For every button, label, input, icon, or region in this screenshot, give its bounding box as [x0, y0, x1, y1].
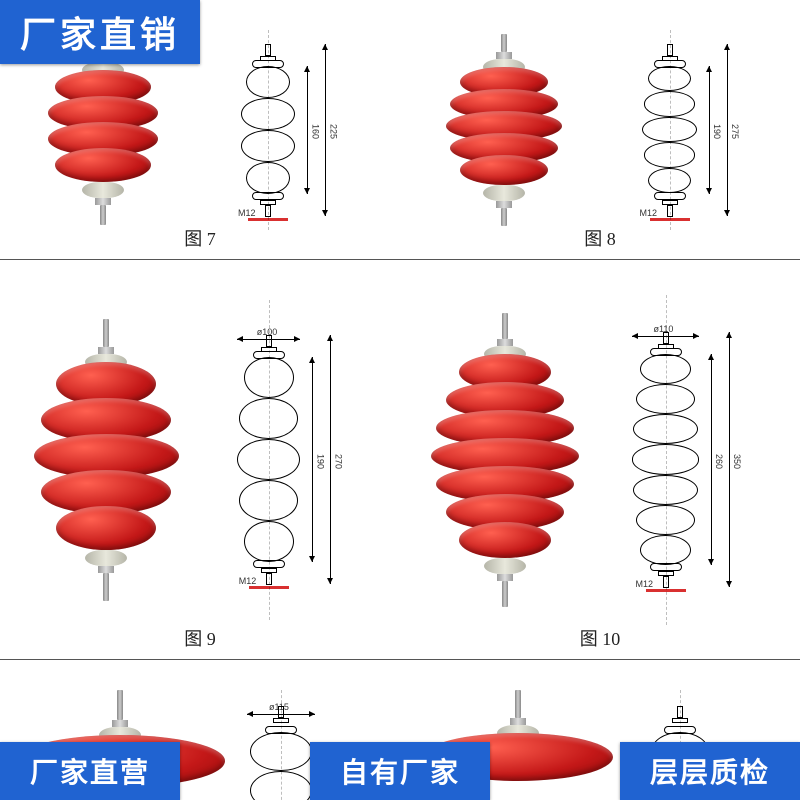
drawing-fig8: M12190275: [624, 30, 754, 230]
drawing-fig9: ø100M12190270: [216, 300, 366, 620]
product-grid: M12160225 图 7 M12190275 图 8 ø100M1219027…: [0, 0, 800, 800]
cell-fig8: M12190275 图 8: [400, 0, 800, 260]
badge-own-factory: 自有厂家: [310, 742, 490, 800]
drawing-fig10: ø110M12260350: [610, 295, 770, 625]
caption-fig8: 图 8: [584, 225, 616, 251]
cell-fig10: ø110M12260350 图 10: [400, 260, 800, 660]
caption-fig7: 图 7: [184, 225, 216, 251]
cell-fig9: ø100M12190270 图 9: [0, 260, 400, 660]
badge-factory-direct: 厂家直销: [0, 0, 200, 64]
badge-factory-operated: 厂家直营: [0, 742, 180, 800]
badge-qc: 层层质检: [620, 742, 800, 800]
drawing-fig7: M12160225: [223, 30, 353, 230]
caption-fig10: 图 10: [580, 625, 621, 651]
arrester-fig9: [34, 319, 179, 601]
caption-fig9: 图 9: [184, 625, 216, 651]
arrester-fig10: [431, 313, 579, 607]
arrester-fig8: [446, 34, 562, 226]
